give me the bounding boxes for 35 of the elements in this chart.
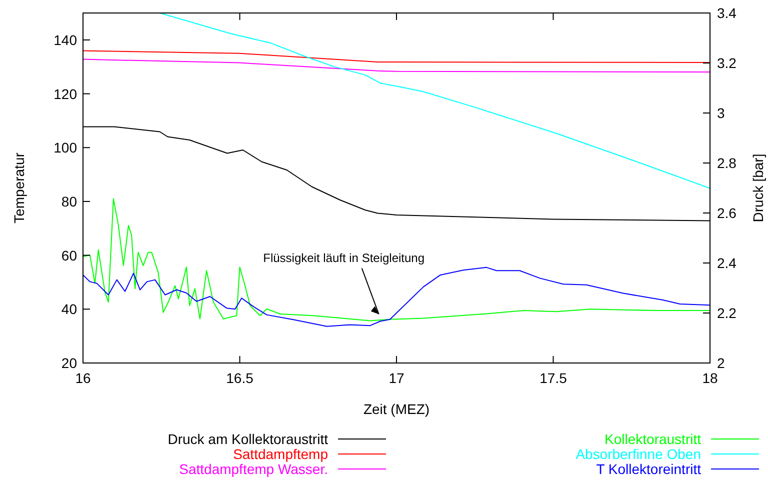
- y-tick-label: 140: [54, 32, 78, 48]
- y-tick-label: 80: [61, 193, 78, 210]
- line-series: [83, 266, 710, 327]
- y2-tick-label: 2.2: [717, 305, 737, 321]
- y2-tick-label: 2.8: [717, 155, 737, 171]
- y2-tick-label: 2.4: [717, 255, 737, 271]
- y-tick-label: 100: [54, 140, 78, 156]
- x-tick-label: 18: [702, 370, 718, 386]
- y2-tick-label: 3.4: [717, 5, 737, 21]
- y2-tick-label: 3.2: [717, 55, 737, 71]
- legend-label: Absorberfinne Oben: [576, 446, 701, 462]
- line-series: [159, 13, 710, 189]
- x-tick-label: 17.5: [540, 370, 568, 386]
- y-tick-label: 20: [61, 355, 78, 371]
- y2-tick-label: 3: [717, 105, 725, 121]
- x-axis-title: Zeit (MEZ): [363, 401, 430, 417]
- y2-tick-label: 2: [717, 355, 725, 371]
- y-axis-title: Temperatur: [11, 152, 27, 224]
- y-tick-label: 120: [54, 86, 78, 102]
- y2-tick-label: 2.6: [717, 205, 737, 221]
- annotation: Flüssigkeit läuft in Steigleitung: [263, 251, 425, 266]
- x-tick-label: 16.5: [226, 370, 254, 386]
- y-tick-label: 40: [61, 301, 78, 318]
- line-series: [83, 58, 710, 72]
- legend-label: Druck am Kollektoraustritt: [168, 431, 328, 447]
- legend-label: Sattdampftemp: [233, 446, 328, 462]
- legend-label: Sattdampftemp Wasser.: [179, 461, 328, 477]
- legend-label: Kollektoraustritt: [604, 431, 702, 447]
- x-tick-label: 16: [75, 370, 91, 386]
- y2-axis-title: Druck [bar]: [750, 154, 766, 222]
- x-tick-label: 17: [388, 370, 404, 386]
- legend-label: T Kollektoreintritt: [596, 461, 702, 477]
- line-series: [83, 198, 710, 322]
- line-series: [83, 50, 710, 64]
- y-tick-label: 60: [61, 247, 78, 264]
